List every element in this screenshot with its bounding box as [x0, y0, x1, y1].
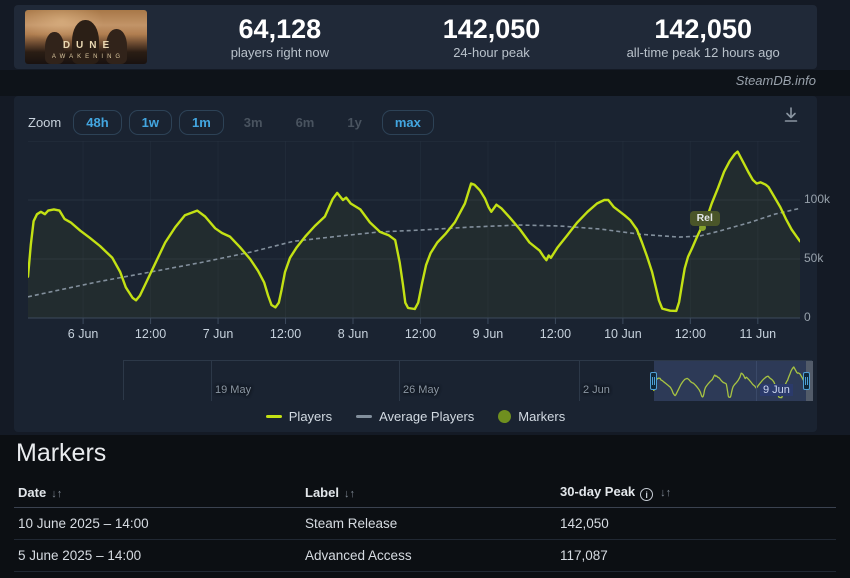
navigator-tick-label: 19 May — [215, 384, 252, 396]
navigator-right-strip — [806, 361, 814, 401]
stat-value: 64,128 — [238, 14, 322, 44]
marker-peak-cell: 142,050 — [560, 516, 609, 531]
header-stat: 64,128 players right now — [174, 5, 386, 69]
column-header-label[interactable]: Label ↓↑ — [305, 485, 355, 500]
legend-line-swatch — [265, 415, 282, 418]
header-stat: 142,050 24-hour peak — [386, 5, 598, 69]
legend-dot-swatch — [498, 410, 512, 423]
stat-label: all-time peak 12 hours ago — [626, 45, 780, 60]
navigator-tick-label: 26 May — [403, 384, 440, 396]
navigator-gridline — [579, 361, 580, 401]
legend-item-markers[interactable]: Markers — [498, 409, 565, 424]
x-axis-tick-label: 6 Jun — [67, 327, 99, 341]
zoom-48h-button[interactable]: 48h — [73, 109, 122, 135]
y-axis-tick-label: 50k — [804, 251, 824, 265]
header-stats: 64,128 players right now 142,050 24-hour pe… — [174, 5, 809, 69]
game-logo-subtitle: AWAKENING — [51, 54, 125, 60]
capsule-figure-center — [72, 20, 99, 64]
x-axis-tick-label: 10 Jun — [604, 327, 642, 341]
zoom-buttons: 48h 1w 1m 3m 6m 1y max — [73, 109, 441, 135]
release-marker-point — [698, 224, 706, 232]
zoom-label: Zoom — [28, 114, 62, 130]
markers-table: Date ↓↑ Label ↓↑ 30-day Peak i ↓↑ 10 June 2025 … — [14, 478, 836, 572]
release-marker-label: Rel — [696, 212, 713, 225]
navigator-gridline — [756, 361, 757, 401]
stat-value: 142,050 — [442, 14, 541, 44]
marker-date-cell: 5 June 2025 – 14:00 — [18, 548, 142, 563]
stat-value: 142,050 — [654, 14, 752, 44]
legend-label: Average Players — [379, 409, 475, 424]
x-axis-tick-label: 8 Jun — [337, 327, 369, 341]
navigator-tick-label: 9 Jun — [760, 384, 793, 396]
x-axis-tick-label: 11 Jun — [739, 327, 777, 341]
capsule-figure-left — [45, 32, 64, 64]
zoom-1w-button[interactable]: 1w — [128, 109, 172, 135]
zoom-1y-button: 1y — [334, 110, 374, 135]
stat-label: players right now — [230, 45, 329, 60]
x-axis-tick-label: 12:00 — [269, 327, 302, 341]
zoom-1m-button[interactable]: 1m — [178, 109, 224, 135]
navigator-gridline — [211, 361, 212, 401]
legend-item-average-players[interactable]: Average Players — [356, 409, 474, 424]
legend-line-swatch — [356, 415, 373, 418]
game-logo-title: DUNE — [62, 40, 116, 51]
x-axis-tick-label: 7 Jun — [202, 327, 234, 341]
column-header-30-day-peak[interactable]: 30-day Peak i ↓↑ — [560, 484, 672, 501]
zoom-3m-button: 3m — [231, 110, 276, 135]
table-header-row: Date ↓↑ Label ↓↑ 30-day Peak i ↓↑ — [14, 478, 836, 508]
chart-legend: Players Average Players Markers — [14, 409, 817, 424]
game-capsule-image[interactable]: DUNE AWAKENING — [25, 10, 147, 64]
release-marker[interactable]: Rel — [689, 211, 720, 227]
y-axis-tick-label: 100k — [804, 192, 831, 206]
chart-panel: Zoom 48h 1w 1m 3m 6m 1y max 0 50k 100k 6 Jun 12:0… — [14, 96, 830, 432]
download-icon[interactable] — [781, 105, 801, 125]
marker-date-cell: 10 June 2025 – 14:00 — [18, 516, 149, 531]
markers-section: Markers Date ↓↑ Label ↓↑ 30-day Peak i ↓↑ 10 Ju… — [0, 435, 850, 578]
legend-label: Markers — [518, 409, 566, 424]
x-axis-tick-label: 9 Jun — [472, 327, 504, 341]
x-axis-tick-label: 12:00 — [674, 327, 706, 341]
sort-icon[interactable]: ↓↑ — [660, 487, 672, 499]
x-axis-tick-label: 12:00 — [539, 327, 572, 341]
capsule-figure-right — [106, 29, 127, 64]
players-chart-plot[interactable] — [28, 141, 800, 325]
navigator-right-handle[interactable] — [802, 372, 810, 390]
column-header-date[interactable]: Date ↓↑ — [18, 485, 63, 500]
app-header: DUNE AWAKENING 64,128 players right now 14… — [14, 5, 817, 69]
zoom-toolbar: Zoom 48h 1w 1m 3m 6m 1y max — [28, 108, 441, 136]
x-axis-tick-label: 12:00 — [404, 327, 437, 341]
markers-title: Markers — [16, 439, 107, 467]
zoom-max-button[interactable]: max — [381, 109, 434, 135]
legend-label: Players — [288, 409, 333, 424]
stat-label: 24-hour peak — [453, 45, 530, 60]
x-axis-tick-label: 12:00 — [134, 327, 167, 341]
y-axis-tick-label: 0 — [804, 310, 811, 324]
marker-label-cell: Steam Release — [305, 516, 398, 531]
legend-item-players[interactable]: Players — [265, 409, 333, 424]
table-row: 10 June 2025 – 14:00 Steam Release 142,050 — [14, 508, 836, 540]
chart-navigator[interactable]: 19 May 26 May 2 Jun 9 Jun — [123, 360, 814, 401]
zoom-6m-button: 6m — [283, 110, 328, 135]
steamdb-credit: SteamDB.info — [735, 73, 816, 88]
marker-peak-cell: 117,087 — [560, 548, 608, 563]
sort-icon[interactable]: ↓↑ — [343, 488, 355, 500]
navigator-left-handle[interactable] — [650, 372, 658, 390]
page-gap-band — [0, 70, 850, 96]
navigator-gridline — [399, 361, 400, 401]
sort-icon[interactable]: ↓↑ — [51, 488, 63, 500]
marker-label-cell: Advanced Access — [305, 548, 412, 563]
info-icon[interactable]: i — [640, 488, 654, 501]
header-stat: 142,050 all-time peak 12 hours ago — [597, 5, 809, 69]
navigator-tick-label: 2 Jun — [583, 384, 610, 396]
table-row: 5 June 2025 – 14:00 Advanced Access 117,08… — [14, 540, 836, 572]
